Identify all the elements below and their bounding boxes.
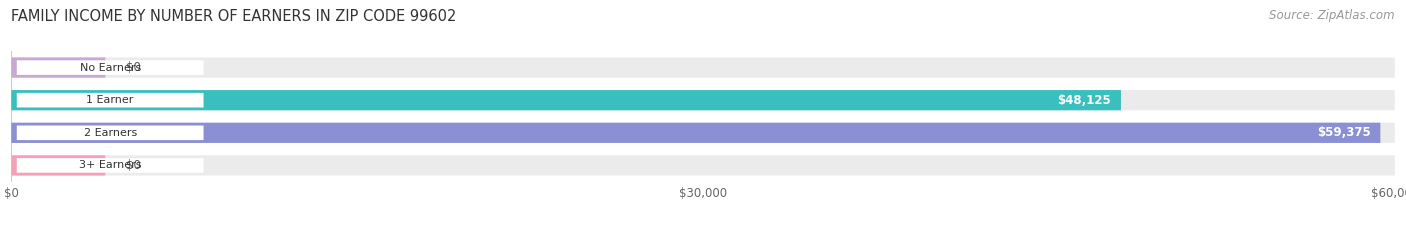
Text: Source: ZipAtlas.com: Source: ZipAtlas.com [1270,9,1395,22]
FancyBboxPatch shape [11,155,105,175]
Text: FAMILY INCOME BY NUMBER OF EARNERS IN ZIP CODE 99602: FAMILY INCOME BY NUMBER OF EARNERS IN ZI… [11,9,457,24]
FancyBboxPatch shape [17,93,204,107]
FancyBboxPatch shape [11,58,1395,78]
FancyBboxPatch shape [11,123,1381,143]
Text: $59,375: $59,375 [1317,126,1371,139]
FancyBboxPatch shape [11,58,105,78]
FancyBboxPatch shape [11,90,1121,110]
Text: 2 Earners: 2 Earners [83,128,136,138]
FancyBboxPatch shape [17,158,204,173]
Text: 1 Earner: 1 Earner [87,95,134,105]
Text: $0: $0 [127,159,141,172]
FancyBboxPatch shape [11,90,1395,110]
FancyBboxPatch shape [11,123,1395,143]
Text: $48,125: $48,125 [1057,94,1111,107]
FancyBboxPatch shape [17,60,204,75]
FancyBboxPatch shape [17,126,204,140]
Text: No Earners: No Earners [80,63,141,72]
FancyBboxPatch shape [11,155,1395,175]
Text: $0: $0 [127,61,141,74]
Text: 3+ Earners: 3+ Earners [79,161,142,170]
